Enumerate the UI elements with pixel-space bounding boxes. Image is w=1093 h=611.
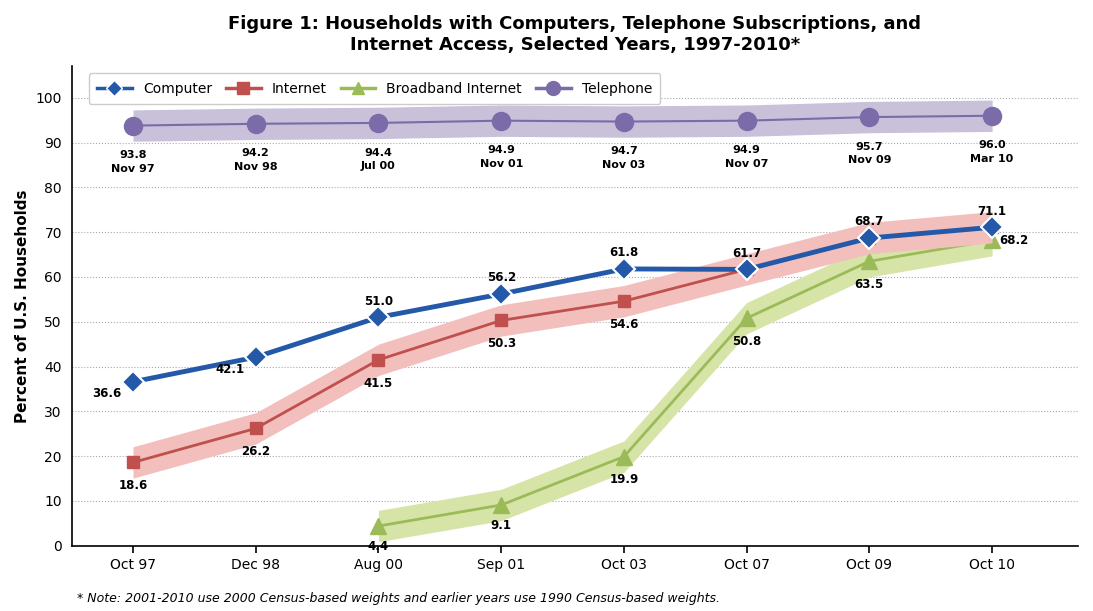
Text: * Note: 2001-2010 use 2000 Census-based weights and earlier years use 1990 Censu: * Note: 2001-2010 use 2000 Census-based …: [77, 592, 719, 605]
Text: 36.6: 36.6: [93, 387, 122, 400]
Legend: Computer, Internet, Broadband Internet, Telephone: Computer, Internet, Broadband Internet, …: [89, 73, 660, 104]
Text: 51.0: 51.0: [364, 295, 393, 307]
Text: 96.0: 96.0: [978, 141, 1006, 150]
Text: Mar 10: Mar 10: [971, 154, 1013, 164]
Text: Nov 01: Nov 01: [480, 159, 522, 169]
Text: 41.5: 41.5: [364, 376, 393, 390]
Text: 4.4: 4.4: [368, 540, 389, 553]
Text: 68.2: 68.2: [999, 234, 1029, 247]
Text: 61.8: 61.8: [609, 246, 638, 259]
Text: 18.6: 18.6: [118, 479, 148, 492]
Text: 68.7: 68.7: [855, 215, 884, 229]
Text: Jul 00: Jul 00: [361, 161, 396, 171]
Text: 94.2: 94.2: [242, 148, 270, 158]
Text: 94.4: 94.4: [365, 147, 392, 158]
Text: 19.9: 19.9: [609, 474, 638, 486]
Text: Nov 98: Nov 98: [234, 162, 278, 172]
Text: 56.2: 56.2: [486, 271, 516, 284]
Text: 93.8: 93.8: [119, 150, 146, 160]
Text: 26.2: 26.2: [242, 445, 270, 458]
Text: 94.7: 94.7: [610, 146, 638, 156]
Text: Nov 09: Nov 09: [847, 155, 891, 165]
Text: 94.9: 94.9: [732, 145, 761, 155]
Text: 63.5: 63.5: [855, 278, 884, 291]
Text: 71.1: 71.1: [977, 205, 1007, 218]
Text: Nov 97: Nov 97: [111, 164, 155, 174]
Text: 50.8: 50.8: [732, 335, 761, 348]
Text: 95.7: 95.7: [856, 142, 883, 152]
Text: Nov 03: Nov 03: [602, 159, 646, 170]
Text: 9.1: 9.1: [491, 519, 512, 532]
Text: 61.7: 61.7: [732, 247, 761, 260]
Text: 94.9: 94.9: [487, 145, 515, 155]
Text: 54.6: 54.6: [609, 318, 638, 331]
Text: 50.3: 50.3: [486, 337, 516, 350]
Text: 42.1: 42.1: [215, 363, 245, 376]
Title: Figure 1: Households with Computers, Telephone Subscriptions, and
Internet Acces: Figure 1: Households with Computers, Tel…: [228, 15, 921, 54]
Text: Nov 07: Nov 07: [725, 159, 768, 169]
Y-axis label: Percent of U.S. Households: Percent of U.S. Households: [15, 189, 30, 423]
